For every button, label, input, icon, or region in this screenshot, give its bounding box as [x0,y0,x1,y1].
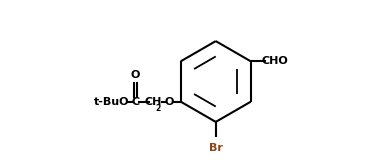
Text: 2: 2 [155,104,161,113]
Text: CHO: CHO [261,56,288,66]
Text: CH: CH [145,97,162,107]
Text: O: O [165,97,174,107]
Text: t-BuO: t-BuO [94,97,130,107]
Text: C: C [131,97,139,107]
Text: Br: Br [209,143,223,153]
Text: O: O [130,70,140,80]
